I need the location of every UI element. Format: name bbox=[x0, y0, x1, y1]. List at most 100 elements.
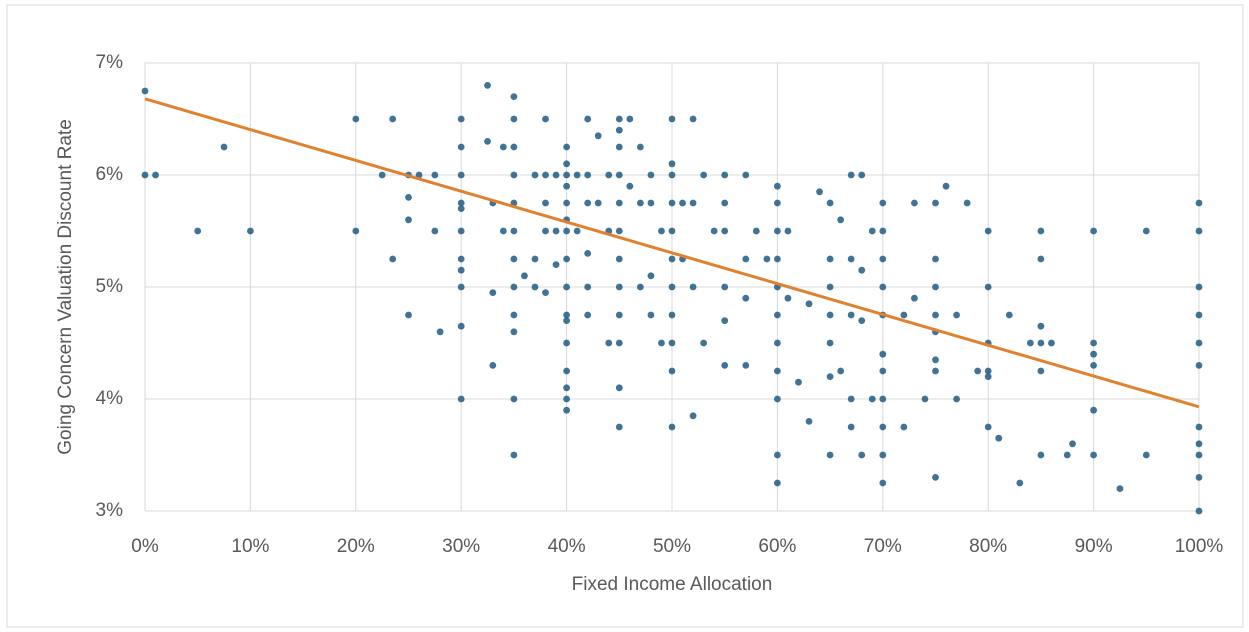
point bbox=[879, 367, 887, 375]
point bbox=[826, 373, 834, 380]
point bbox=[911, 294, 918, 302]
point bbox=[1037, 322, 1045, 330]
point bbox=[1048, 339, 1055, 347]
point bbox=[826, 339, 834, 347]
point bbox=[858, 171, 866, 179]
point bbox=[689, 283, 697, 291]
point bbox=[405, 216, 412, 224]
point bbox=[542, 199, 549, 207]
point bbox=[352, 227, 360, 235]
point bbox=[879, 255, 887, 263]
point bbox=[552, 261, 560, 268]
point bbox=[921, 395, 929, 403]
point bbox=[668, 255, 676, 263]
point bbox=[1142, 227, 1150, 235]
point bbox=[247, 227, 254, 235]
point bbox=[457, 171, 465, 179]
point bbox=[615, 143, 623, 151]
point bbox=[584, 283, 592, 291]
point bbox=[911, 199, 918, 207]
point bbox=[584, 171, 592, 179]
point bbox=[615, 311, 623, 319]
point bbox=[721, 171, 729, 179]
point bbox=[531, 283, 539, 291]
point bbox=[774, 255, 781, 263]
y-tick-label: 3% bbox=[96, 500, 124, 521]
point bbox=[615, 199, 623, 207]
point bbox=[457, 322, 465, 330]
point bbox=[1195, 339, 1203, 347]
point bbox=[805, 418, 813, 425]
point bbox=[1069, 440, 1076, 448]
point bbox=[1090, 350, 1097, 358]
point bbox=[584, 250, 592, 257]
point bbox=[563, 255, 570, 263]
point bbox=[194, 227, 202, 235]
point bbox=[1195, 311, 1203, 319]
point bbox=[1037, 451, 1045, 459]
point bbox=[879, 199, 887, 207]
point bbox=[563, 160, 570, 168]
point bbox=[932, 283, 939, 291]
y-tick-label: 7% bbox=[96, 52, 124, 73]
point bbox=[626, 115, 634, 123]
point bbox=[668, 199, 676, 207]
x-tick-label: 20% bbox=[337, 536, 375, 557]
point bbox=[816, 188, 823, 196]
point bbox=[1116, 485, 1124, 492]
point bbox=[405, 311, 412, 319]
point bbox=[457, 227, 465, 235]
y-tick-label: 4% bbox=[96, 388, 124, 409]
point bbox=[563, 317, 570, 324]
point bbox=[584, 311, 592, 319]
point bbox=[774, 479, 781, 487]
point bbox=[689, 412, 697, 420]
x-tick-label: 80% bbox=[969, 536, 1007, 557]
point bbox=[615, 283, 623, 291]
point bbox=[552, 227, 560, 235]
point bbox=[510, 395, 518, 403]
point bbox=[510, 171, 518, 179]
point bbox=[563, 339, 570, 347]
point bbox=[1005, 311, 1013, 319]
point bbox=[668, 367, 676, 375]
y-axis-label: Going Concern Valuation Discount Rate bbox=[55, 119, 76, 455]
point bbox=[689, 115, 697, 123]
point bbox=[752, 227, 760, 235]
point bbox=[647, 311, 655, 319]
point bbox=[615, 171, 623, 179]
point bbox=[563, 182, 570, 190]
point bbox=[868, 227, 876, 235]
point bbox=[563, 367, 570, 375]
point bbox=[563, 311, 570, 319]
point bbox=[721, 199, 729, 207]
point bbox=[742, 362, 750, 369]
point bbox=[436, 328, 444, 336]
point bbox=[457, 199, 465, 207]
point bbox=[1090, 451, 1097, 459]
point bbox=[531, 255, 539, 263]
x-tick-label: 90% bbox=[1075, 536, 1113, 557]
point bbox=[1195, 227, 1203, 235]
point bbox=[615, 126, 623, 134]
point bbox=[868, 395, 876, 403]
point bbox=[984, 373, 992, 380]
point bbox=[510, 93, 518, 100]
point bbox=[774, 451, 781, 459]
point bbox=[984, 227, 992, 235]
point bbox=[774, 311, 781, 319]
point bbox=[710, 227, 718, 235]
point bbox=[484, 138, 491, 145]
point bbox=[542, 227, 549, 235]
point bbox=[1090, 339, 1097, 347]
point bbox=[953, 311, 960, 319]
point bbox=[774, 199, 781, 207]
point bbox=[900, 311, 908, 319]
point bbox=[668, 115, 676, 123]
point bbox=[774, 367, 781, 375]
point bbox=[1142, 451, 1150, 459]
point bbox=[847, 423, 855, 431]
point bbox=[984, 283, 992, 291]
point bbox=[668, 171, 676, 179]
point bbox=[1195, 474, 1203, 481]
